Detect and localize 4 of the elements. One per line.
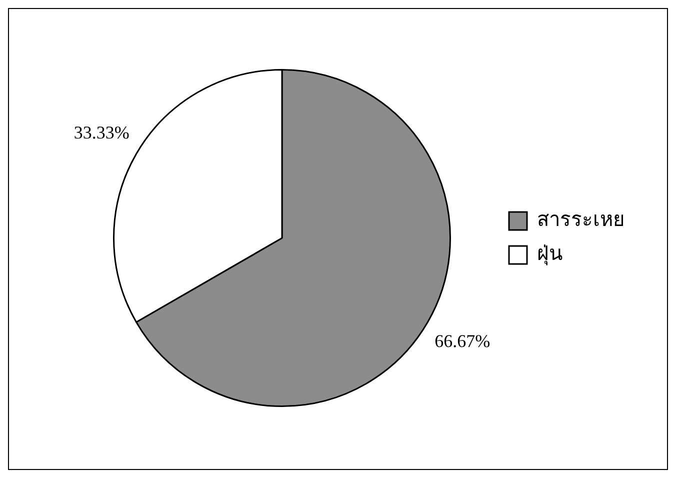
- legend-label: สารระเหย: [537, 207, 625, 232]
- data-label: 66.67%: [434, 330, 490, 351]
- data-label: 33.33%: [74, 122, 130, 143]
- legend-label: ฝุ่น: [537, 241, 563, 266]
